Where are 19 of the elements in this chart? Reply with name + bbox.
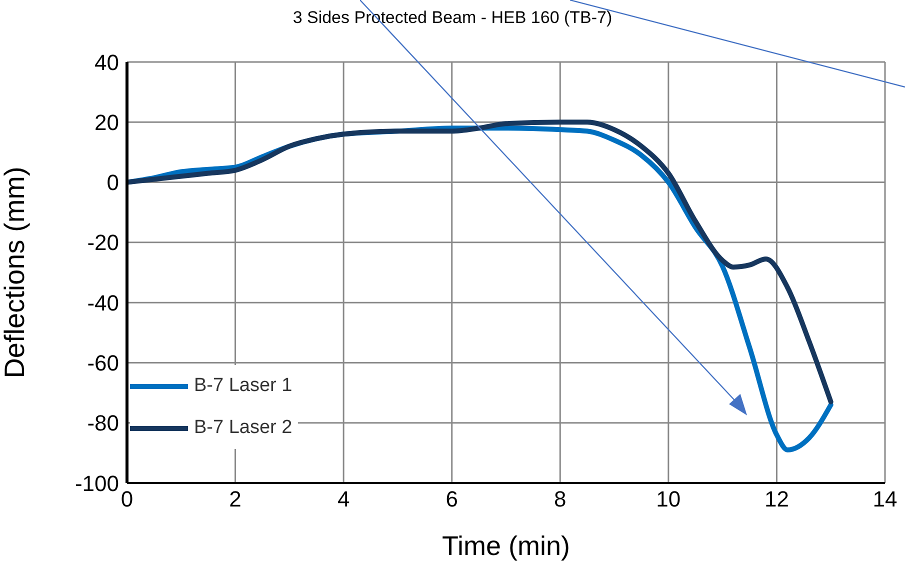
x-tick-label: 6 xyxy=(446,486,458,512)
legend-label: B-7 Laser 2 xyxy=(194,417,292,439)
x-axis-title: Time (min) xyxy=(442,531,570,561)
legend-label: B-7 Laser 1 xyxy=(194,375,292,397)
x-tick-label: 14 xyxy=(872,486,898,512)
y-axis-title: Deflections (mm) xyxy=(0,166,30,378)
y-tick-label: -100 xyxy=(74,470,119,496)
y-tick-label: 0 xyxy=(106,170,119,196)
y-tick-label: -60 xyxy=(87,350,119,376)
x-tick-label: 2 xyxy=(229,486,242,512)
y-tick-label: 20 xyxy=(94,110,119,135)
x-tick-label: 4 xyxy=(337,486,350,512)
y-tick-label: -80 xyxy=(87,410,119,436)
y-tick-label: -40 xyxy=(87,290,119,316)
x-tick-label: 8 xyxy=(554,486,566,512)
x-tick-label: 10 xyxy=(656,486,681,512)
y-tick-label: -20 xyxy=(87,230,119,256)
x-tick-label: 12 xyxy=(764,486,789,512)
y-tick-label: 40 xyxy=(94,50,119,75)
